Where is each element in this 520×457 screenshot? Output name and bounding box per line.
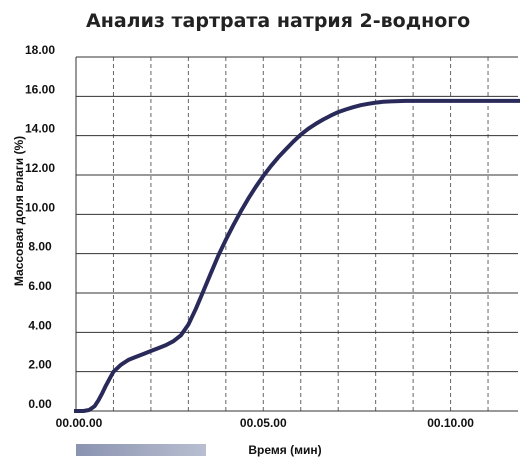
y-tick-label: 0.00 (28, 397, 52, 411)
chart-title: Анализ тартрата натрия 2-водного (86, 10, 470, 32)
y-tick-label: 16.00 (25, 82, 55, 96)
y-tick-label: 8.00 (28, 240, 52, 254)
series-layer (74, 98, 520, 413)
y-tick-label: 12.00 (25, 161, 55, 175)
y-tick-label: 6.00 (28, 279, 52, 293)
y-tick-label: 2.00 (28, 358, 52, 372)
grid (75, 56, 518, 412)
x-tick-label: 00.00.00 (56, 416, 103, 430)
series-line (74, 98, 520, 413)
x-axis-label: Время (мин) (248, 443, 321, 457)
y-axis-label: Массовая доля влаги (%) (12, 136, 26, 286)
y-tick-labels: 0.00 2.00 4.00 6.00 8.00 10.00 12.00 14.00 16.00… (25, 43, 55, 411)
y-tick-label: 10.00 (25, 200, 55, 214)
scroll-bar[interactable] (76, 444, 206, 456)
y-tick-label: 14.00 (25, 122, 55, 136)
y-tick-label: 4.00 (28, 318, 52, 332)
y-tick-label: 18.00 (25, 43, 55, 57)
x-tick-label: 00.10.00 (427, 416, 474, 430)
x-tick-label: 00.05.00 (240, 416, 287, 430)
x-tick-labels: 00.00.00 00.05.00 00.10.00 (56, 416, 475, 430)
